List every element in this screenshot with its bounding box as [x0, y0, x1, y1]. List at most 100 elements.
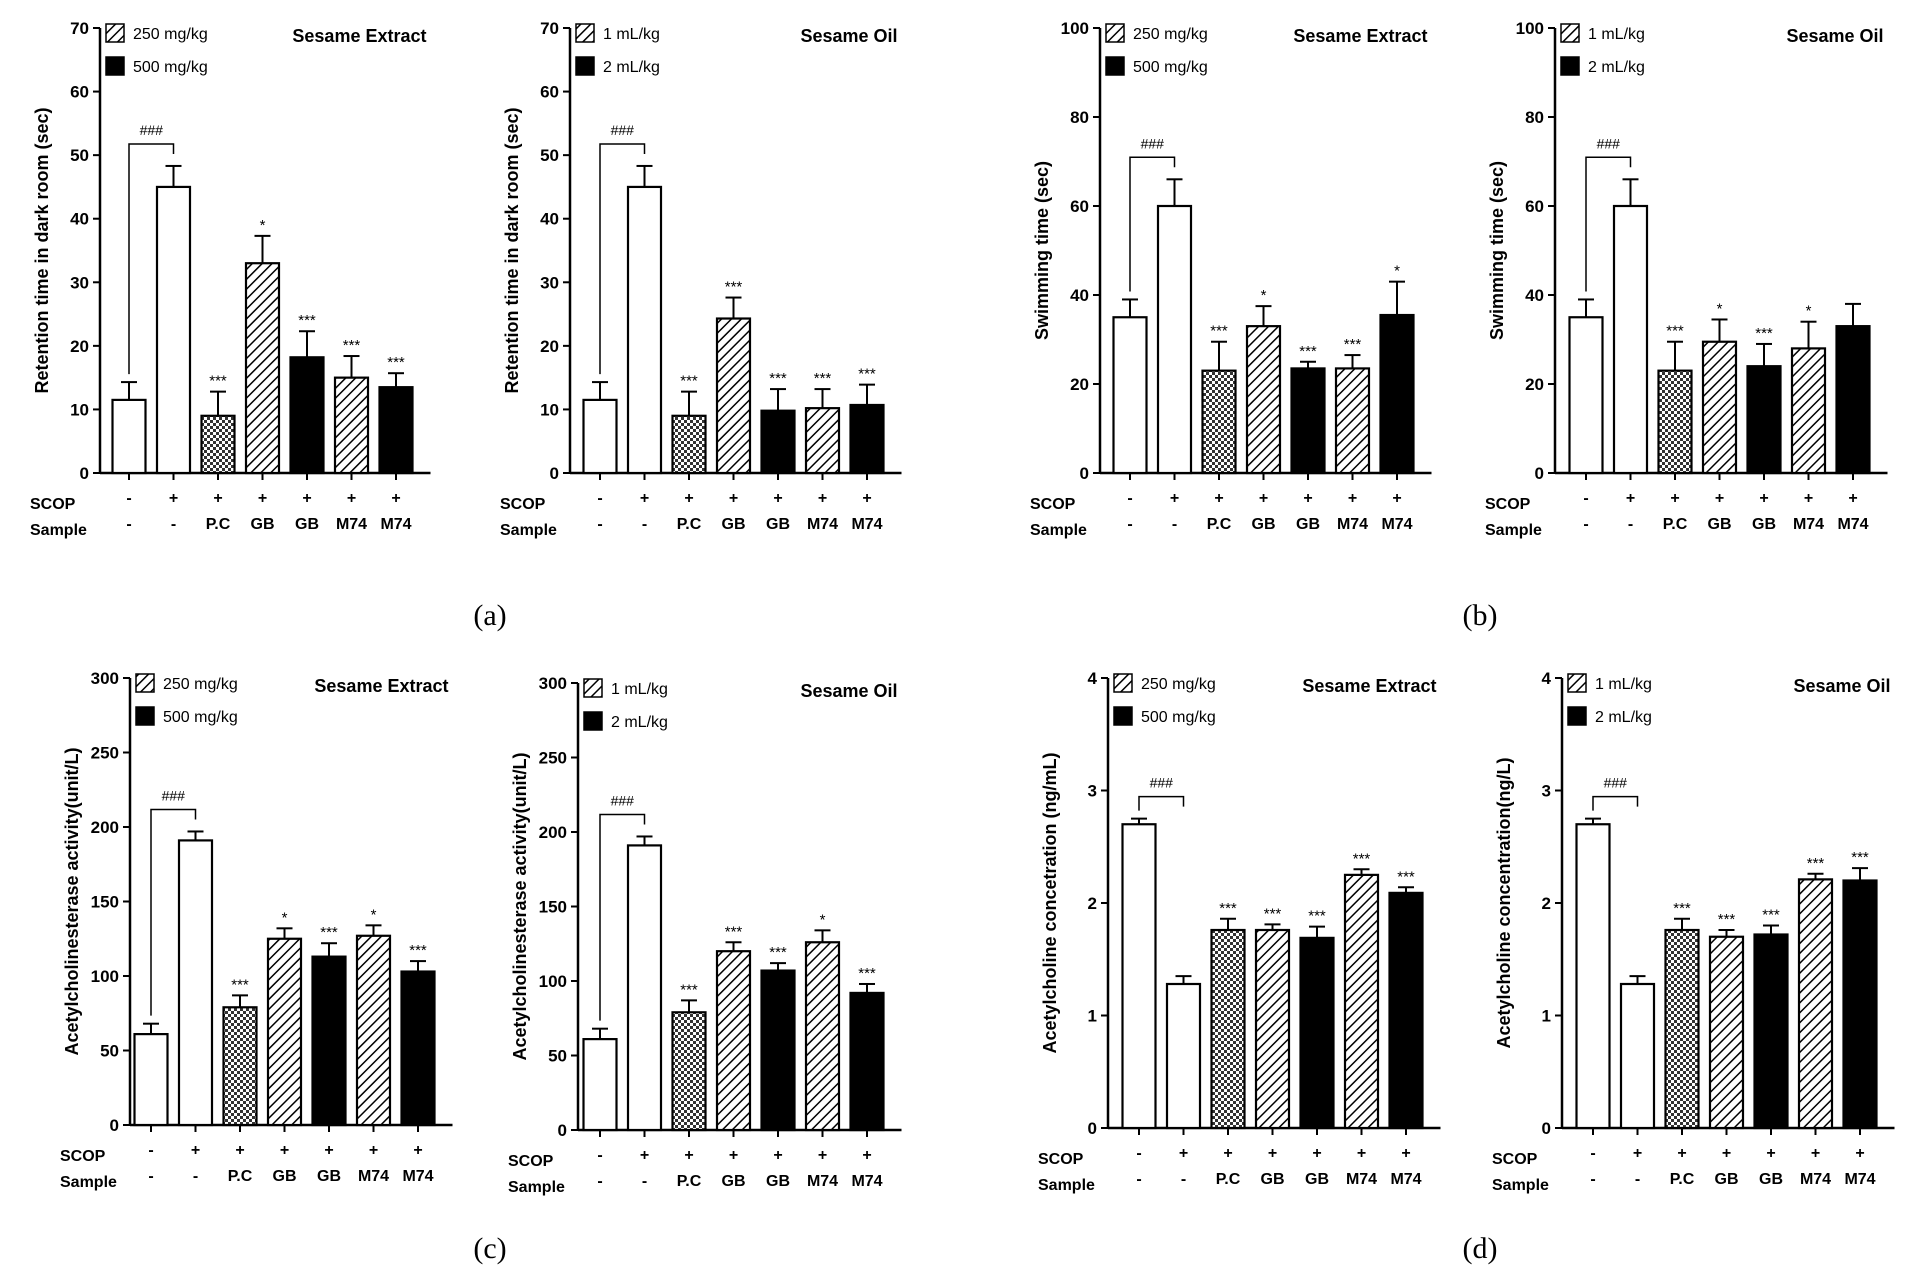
chart-title: Sesame Extract: [1293, 26, 1427, 46]
y-tick-label: 0: [550, 464, 559, 483]
y-tick-label: 10: [540, 400, 559, 419]
y-tick-label: 0: [1535, 464, 1544, 483]
sample-value: M74: [1390, 1171, 1421, 1188]
legend-label: 2 mL/kg: [1595, 709, 1652, 726]
significance-label: ***: [1673, 900, 1691, 917]
chart-title: Sesame Oil: [1786, 26, 1883, 46]
scop-value: +: [302, 490, 311, 507]
scop-value: +: [818, 490, 827, 507]
scop-value: +: [413, 1142, 422, 1159]
y-tick-label: 2: [1088, 894, 1097, 913]
chart-2: 0 20 40 60 80 100 Swimming time (sec) Sesame Ex…: [1030, 19, 1432, 539]
sample-value: P.C: [1216, 1171, 1241, 1188]
row-label-sample: Sample: [1485, 522, 1542, 539]
bar: [111, 398, 147, 475]
significance-bracket: [150, 808, 197, 1016]
significance-label: *: [282, 909, 288, 926]
significance-label: ***: [1299, 343, 1317, 360]
row-label-scop: SCOP: [1038, 1151, 1084, 1168]
legend-label: 2 mL/kg: [1588, 59, 1645, 76]
significance-label: ***: [320, 924, 338, 941]
y-tick-label: 3: [1088, 782, 1097, 801]
bar: [155, 185, 192, 475]
scop-value: +: [729, 490, 738, 507]
sample-value: M74: [1337, 516, 1368, 533]
sample-value: GB: [1708, 516, 1732, 533]
scop-value: +: [1766, 1145, 1775, 1162]
sample-value: GB: [722, 1173, 746, 1190]
chart-6: 0 1 2 3 4 Acetylcholine concetration (ng/mL) S…: [1038, 669, 1441, 1194]
bar: [1835, 325, 1871, 475]
legend-swatch: [135, 673, 155, 693]
sample-value: -: [1172, 516, 1177, 533]
scop-value: +: [1677, 1145, 1686, 1162]
chart-title: Sesame Extract: [292, 26, 426, 46]
y-tick-label: 50: [540, 146, 559, 165]
bar: [1612, 204, 1649, 475]
y-tick-label: 30: [70, 273, 89, 292]
row-label-sample: Sample: [1030, 522, 1087, 539]
legend-swatch: [575, 56, 595, 76]
panel-label-d: (d): [1463, 1232, 1498, 1265]
bar: [133, 1033, 169, 1127]
scop-value: +: [1670, 490, 1679, 507]
significance-label: *: [1717, 300, 1723, 317]
significance-label: ***: [1344, 336, 1362, 353]
significance-label: ***: [1210, 323, 1228, 340]
chart-title: Sesame Oil: [800, 681, 897, 701]
legend-label: 500 mg/kg: [1133, 59, 1208, 76]
bar: [1664, 928, 1700, 1130]
scop-value: +: [347, 490, 356, 507]
scop-value: +: [1759, 490, 1768, 507]
y-tick-label: 100: [1061, 19, 1089, 38]
bar: [1165, 982, 1202, 1130]
scop-value: +: [1179, 1145, 1188, 1162]
sample-value: -: [126, 516, 131, 533]
bar: [849, 991, 885, 1132]
y-axis-label: Acetylcholine concetration (ng/mL): [1040, 752, 1060, 1053]
sample-value: GB: [1305, 1171, 1329, 1188]
y-tick-label: 1: [1088, 1007, 1097, 1026]
scop-value: +: [213, 490, 222, 507]
scop-value: +: [818, 1147, 827, 1164]
scop-value: +: [1855, 1145, 1864, 1162]
sample-value: GB: [1252, 516, 1276, 533]
significance-bracket: [1592, 795, 1639, 811]
bar: [1842, 879, 1878, 1130]
legend-swatch: [1113, 673, 1133, 693]
bracket-label: ###: [611, 792, 635, 808]
bar: [804, 407, 841, 475]
legend-swatch: [1560, 56, 1580, 76]
scop-value: +: [862, 490, 871, 507]
bar: [1746, 365, 1782, 475]
sample-value: P.C: [1207, 516, 1232, 533]
y-tick-label: 40: [540, 210, 559, 229]
chart-7: 0 1 2 3 4 Acetylcholine concentration(ng/L) Se…: [1492, 669, 1895, 1194]
bar: [760, 969, 796, 1132]
significance-label: *: [820, 911, 826, 928]
sample-value: P.C: [228, 1168, 253, 1185]
bar: [671, 414, 707, 475]
chart-title: Sesame Oil: [1793, 676, 1890, 696]
bar: [1797, 878, 1834, 1130]
bar: [289, 356, 325, 475]
scop-value: +: [1633, 1145, 1642, 1162]
scop-value: +: [258, 490, 267, 507]
significance-label: ***: [1219, 900, 1237, 917]
sample-value: M74: [1844, 1171, 1875, 1188]
y-axis-label: Retention time in dark room (sec): [32, 107, 52, 393]
y-tick-label: 60: [540, 83, 559, 102]
significance-label: *: [260, 217, 266, 234]
legend-label: 1 mL/kg: [611, 681, 668, 698]
y-tick-label: 4: [1542, 669, 1552, 688]
chart-title: Sesame Oil: [800, 26, 897, 46]
y-tick-label: 40: [70, 210, 89, 229]
significance-label: ***: [1308, 908, 1326, 925]
chart-title: Sesame Extract: [314, 676, 448, 696]
significance-label: *: [1261, 287, 1267, 304]
scop-value: -: [1590, 1145, 1595, 1162]
y-tick-label: 0: [110, 1116, 119, 1135]
y-tick-label: 30: [540, 273, 559, 292]
y-tick-label: 3: [1542, 782, 1551, 801]
bar: [1254, 928, 1291, 1130]
